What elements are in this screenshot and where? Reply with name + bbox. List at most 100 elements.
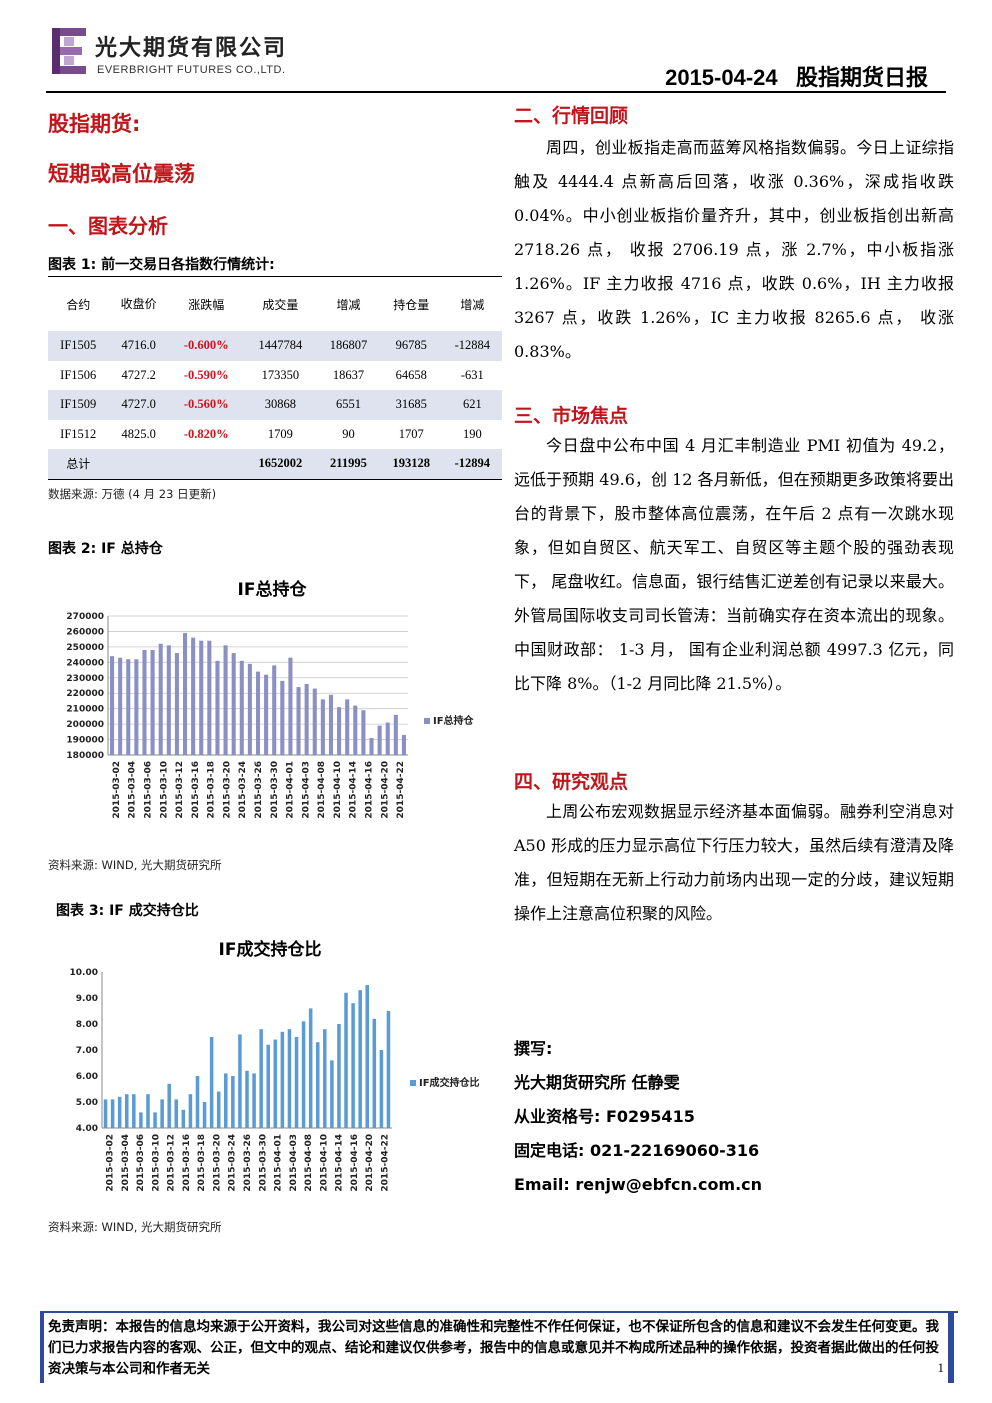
table-cell: 211995 bbox=[317, 449, 380, 479]
bar bbox=[320, 699, 325, 755]
table-cell: 621 bbox=[442, 390, 502, 420]
bar bbox=[379, 1050, 384, 1128]
table-cell: -631 bbox=[460, 367, 484, 382]
bar bbox=[183, 632, 188, 755]
bar bbox=[134, 659, 139, 755]
bar bbox=[142, 649, 147, 755]
bar bbox=[280, 680, 285, 755]
table-cell: 6551 bbox=[317, 390, 380, 420]
bar bbox=[323, 1029, 327, 1128]
section2-title: 二、行情回顾 bbox=[514, 105, 629, 127]
bar bbox=[238, 1034, 242, 1128]
y-tick-label: 8.00 bbox=[76, 1020, 98, 1030]
x-tick-label: 2015-03-10 bbox=[151, 1134, 161, 1192]
bar bbox=[245, 1070, 249, 1128]
bar bbox=[315, 1042, 320, 1128]
legend-swatch bbox=[410, 1080, 416, 1086]
col-header: 增减 bbox=[336, 297, 361, 312]
x-tick-label: 2015-04-10 bbox=[333, 761, 343, 819]
table-cell: 1707 bbox=[398, 426, 424, 441]
bar bbox=[255, 671, 261, 755]
table-cell: 96785 bbox=[379, 331, 443, 361]
table-row: IF1506 4727.2 -0.590% 173350 18637 64658… bbox=[48, 361, 502, 391]
bar bbox=[252, 1073, 256, 1128]
x-tick-label: 2015-04-22 bbox=[380, 1134, 390, 1192]
bar bbox=[287, 1029, 292, 1128]
table-row: IF1505 4716.0 -0.600% 1447784 186807 967… bbox=[48, 331, 502, 361]
bar bbox=[296, 687, 301, 755]
col-header: 成交量 bbox=[262, 297, 299, 312]
table-cell: IF1506 bbox=[60, 367, 97, 382]
bar bbox=[385, 722, 390, 755]
x-tick-label: 2015-04-03 bbox=[289, 1134, 299, 1192]
chart-if-total-oi: IF总持仓 270000 260000 250000 240000 230000 22000… bbox=[40, 570, 500, 840]
bar bbox=[166, 645, 171, 755]
stats-table-wrap: 合约 收盘价 涨跌幅 成交量 增减 持仓量 增减 IF1505 4716.0 -… bbox=[48, 276, 502, 480]
bar bbox=[132, 1094, 136, 1128]
bar bbox=[199, 640, 204, 755]
x-tick-label: 2015-03-24 bbox=[238, 761, 248, 819]
table-cell: 193128 bbox=[379, 449, 443, 479]
x-tick-label: 2015-03-12 bbox=[175, 761, 185, 819]
bar bbox=[103, 1099, 108, 1128]
table-cell: 30868 bbox=[243, 390, 318, 420]
report-header: 2015-04-24 股指期货日报 bbox=[665, 60, 928, 92]
bar bbox=[231, 1076, 235, 1128]
author-license: 从业资格号: F0295415 bbox=[514, 1107, 695, 1126]
table-source: 数据来源: 万德 (4 月 23 日更新) bbox=[48, 487, 217, 501]
table-cell: 总计 bbox=[48, 449, 109, 479]
legend-label: IF成交持仓比 bbox=[419, 1076, 480, 1089]
x-tick-label: 2015-03-10 bbox=[159, 761, 169, 819]
y-tick-label: 220000 bbox=[66, 689, 104, 699]
x-tick-label: 2015-04-22 bbox=[396, 761, 406, 819]
bar bbox=[377, 725, 382, 755]
table-cell: -12884 bbox=[442, 331, 502, 361]
y-tick-label: 4.00 bbox=[76, 1124, 98, 1134]
bar bbox=[160, 1099, 164, 1128]
bar bbox=[369, 738, 374, 755]
disclaimer: 免责声明：本报告的信息均来源于公开资料，我公司对这些信息的准确性和完整性不作任何… bbox=[40, 1311, 958, 1385]
y-tick-label: 10.00 bbox=[70, 968, 98, 978]
bar bbox=[195, 1076, 200, 1128]
table-cell: 173350 bbox=[261, 367, 300, 382]
y-tick-label: 6.00 bbox=[76, 1072, 98, 1082]
bar bbox=[273, 1039, 278, 1128]
bar bbox=[351, 1003, 355, 1128]
bar bbox=[223, 645, 228, 755]
x-tick-label: 2015-04-14 bbox=[349, 761, 359, 819]
y-tick-label: 190000 bbox=[66, 736, 104, 746]
section1-title: 一、图表分析 bbox=[48, 214, 168, 238]
x-tick-label: 2015-03-04 bbox=[128, 761, 138, 819]
table-cell: -12894 bbox=[442, 449, 502, 479]
table-row: IF1509 4727.0 -0.560% 30868 6551 31685 6… bbox=[48, 390, 502, 420]
fig3-caption: 图表 3: IF 成交持仓比 bbox=[56, 903, 199, 919]
table-cell: 186807 bbox=[317, 331, 380, 361]
bar bbox=[312, 688, 317, 755]
bar bbox=[266, 1044, 270, 1128]
table-cell: 1709 bbox=[267, 426, 293, 441]
author-name: 光大期货研究所 任静雯 bbox=[514, 1073, 680, 1092]
table-cell: 90 bbox=[342, 426, 355, 441]
bar bbox=[139, 1112, 143, 1128]
bar bbox=[146, 1094, 150, 1128]
table-cell bbox=[108, 449, 169, 479]
author-label: 撰写: bbox=[514, 1039, 553, 1058]
bar bbox=[117, 1096, 122, 1128]
fig1-caption: 图表 1: 前一交易日各指数行情统计: bbox=[48, 257, 275, 273]
table-cell: 31685 bbox=[379, 390, 443, 420]
x-tick-label: 2015-03-20 bbox=[212, 1134, 222, 1192]
bar bbox=[224, 1073, 228, 1128]
y-tick-label: 180000 bbox=[66, 751, 104, 761]
chart-title: IF成交持仓比 bbox=[219, 939, 322, 960]
bar bbox=[118, 657, 123, 755]
table-cell: 64658 bbox=[395, 367, 427, 382]
x-tick-label: 2015-03-16 bbox=[191, 761, 201, 819]
x-tick-label: 2015-03-26 bbox=[243, 1134, 253, 1192]
report-name: 股指期货日报 bbox=[795, 66, 928, 91]
x-tick-label: 2015-03-18 bbox=[207, 761, 217, 819]
y-tick-label: 5.00 bbox=[76, 1098, 98, 1108]
fig3-source: 资料来源: WIND, 光大期货研究所 bbox=[48, 1220, 222, 1234]
bar bbox=[174, 1099, 179, 1128]
x-tick-label: 2015-03-02 bbox=[112, 761, 122, 819]
table-cell bbox=[168, 449, 244, 479]
